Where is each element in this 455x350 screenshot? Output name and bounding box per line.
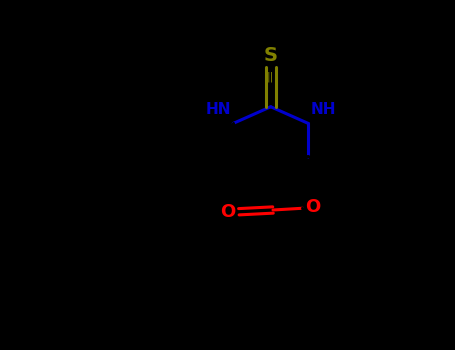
Text: ||: || <box>267 71 274 82</box>
Text: NH: NH <box>310 102 336 117</box>
Text: O: O <box>220 203 235 221</box>
Text: S: S <box>264 46 278 65</box>
Text: HN: HN <box>206 102 231 117</box>
Text: O: O <box>305 197 320 216</box>
